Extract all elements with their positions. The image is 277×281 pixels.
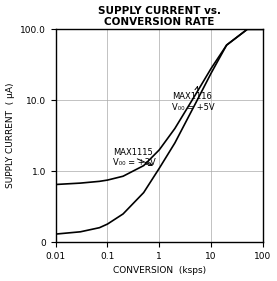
Text: MAX1115
V₀₀ = +3V: MAX1115 V₀₀ = +3V — [113, 148, 156, 167]
Text: MAX1116
V₀₀ = +5V: MAX1116 V₀₀ = +5V — [173, 87, 215, 112]
Y-axis label: SUPPLY CURRENT  ( µA): SUPPLY CURRENT ( µA) — [6, 83, 15, 189]
Title: SUPPLY CURRENT vs.
CONVERSION RATE: SUPPLY CURRENT vs. CONVERSION RATE — [98, 6, 221, 27]
X-axis label: CONVERSION  (ksps): CONVERSION (ksps) — [113, 266, 206, 275]
